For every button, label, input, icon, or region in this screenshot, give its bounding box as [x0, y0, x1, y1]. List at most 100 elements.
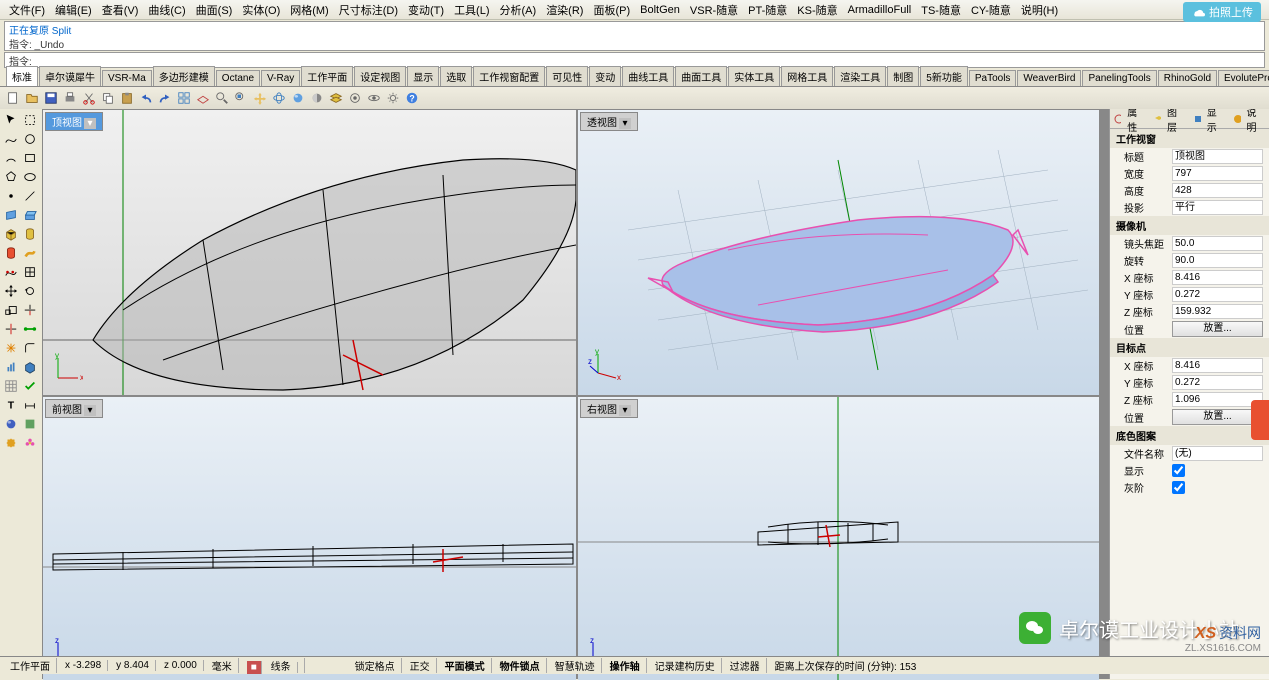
status-planar[interactable]: 平面模式 — [439, 658, 492, 673]
tab-drafting[interactable]: 制图 — [887, 66, 919, 86]
cplane-icon[interactable] — [194, 89, 212, 107]
menu-ts[interactable]: TS-随意 — [916, 0, 966, 20]
menu-dimension[interactable]: 尺寸标注(D) — [334, 0, 403, 20]
help-icon[interactable]: ? — [403, 89, 421, 107]
status-osnap[interactable]: 物件锁点 — [494, 658, 547, 673]
puzzle-tool-icon[interactable] — [2, 434, 20, 452]
layers-icon[interactable] — [327, 89, 345, 107]
menu-mesh[interactable]: 网格(M) — [285, 0, 334, 20]
cut-icon[interactable] — [80, 89, 98, 107]
tab-meshtool[interactable]: 网格工具 — [781, 66, 833, 86]
redo-icon[interactable] — [156, 89, 174, 107]
viewport-icon[interactable] — [175, 89, 193, 107]
chevron-down-icon[interactable]: ▾ — [619, 118, 631, 129]
check-tool-icon[interactable] — [21, 377, 39, 395]
rotate-tool-icon[interactable] — [21, 282, 39, 300]
props-value[interactable]: (无) — [1172, 446, 1263, 461]
props-value[interactable]: 50.0 — [1172, 236, 1263, 251]
move-tool-icon[interactable] — [2, 282, 20, 300]
menu-pt[interactable]: PT-随意 — [743, 0, 792, 20]
props-tab-help[interactable]: 说明 — [1229, 109, 1269, 138]
undo-icon[interactable] — [137, 89, 155, 107]
grid-tool-icon[interactable] — [2, 377, 20, 395]
props-value[interactable]: 159.932 — [1172, 304, 1263, 319]
render-icon[interactable] — [289, 89, 307, 107]
fillet-tool-icon[interactable] — [21, 339, 39, 357]
side-tab[interactable] — [1251, 400, 1269, 440]
upload-button[interactable]: 拍照上传 — [1183, 2, 1261, 22]
pointson-tool-icon[interactable] — [2, 263, 20, 281]
hide-icon[interactable] — [365, 89, 383, 107]
box2-tool-icon[interactable] — [21, 358, 39, 376]
menu-vsr[interactable]: VSR-随意 — [685, 0, 743, 20]
scale-tool-icon[interactable] — [2, 301, 20, 319]
menu-analyze[interactable]: 分析(A) — [495, 0, 542, 20]
flower-tool-icon[interactable] — [21, 434, 39, 452]
dimension-tool-icon[interactable] — [21, 396, 39, 414]
menu-tools[interactable]: 工具(L) — [449, 0, 494, 20]
tab-rendertool[interactable]: 渲染工具 — [834, 66, 886, 86]
props-value[interactable]: 8.416 — [1172, 358, 1263, 373]
zoom-icon[interactable] — [213, 89, 231, 107]
props-place-button[interactable]: 放置... — [1172, 321, 1263, 337]
point-tool-icon[interactable] — [2, 187, 20, 205]
analyze-tool-icon[interactable] — [2, 358, 20, 376]
props-value[interactable]: 平行 — [1172, 200, 1263, 215]
tab-patools[interactable]: PaTools — [969, 70, 1017, 86]
menu-edit[interactable]: 编辑(E) — [50, 0, 97, 20]
menu-curve[interactable]: 曲线(C) — [143, 0, 190, 20]
select-tool-icon[interactable] — [2, 111, 20, 129]
menu-file[interactable]: 文件(F) — [4, 0, 50, 20]
command-input[interactable] — [36, 55, 1260, 66]
menu-cy[interactable]: CY-随意 — [966, 0, 1016, 20]
tab-octane[interactable]: Octane — [216, 70, 260, 86]
menu-ks[interactable]: KS-随意 — [792, 0, 842, 20]
zoom-extents-icon[interactable] — [232, 89, 250, 107]
viewport-perspective[interactable]: 透视图▾ xyz — [578, 110, 1099, 395]
extrude-tool-icon[interactable] — [21, 206, 39, 224]
menu-surface[interactable]: 曲面(S) — [191, 0, 238, 20]
sphere-tool-icon[interactable] — [2, 415, 20, 433]
props-checkbox[interactable] — [1172, 481, 1185, 494]
menu-transform[interactable]: 变动(T) — [403, 0, 449, 20]
chevron-down-icon[interactable]: ▾ — [619, 405, 631, 416]
circle-tool-icon[interactable] — [21, 130, 39, 148]
menu-view[interactable]: 查看(V) — [97, 0, 144, 20]
tab-transform[interactable]: 变动 — [589, 66, 621, 86]
props-value[interactable]: 0.272 — [1172, 287, 1263, 302]
render2-tool-icon[interactable] — [21, 415, 39, 433]
arc-tool-icon[interactable] — [2, 149, 20, 167]
split-tool-icon[interactable] — [2, 320, 20, 338]
tab-weaverbird[interactable]: WeaverBird — [1017, 70, 1081, 86]
props-value[interactable]: 1.096 — [1172, 392, 1263, 407]
tab-cplane[interactable]: 工作平面 — [301, 66, 353, 86]
viewport-label-perspective[interactable]: 透视图▾ — [580, 112, 638, 131]
chevron-down-icon[interactable]: ▾ — [84, 118, 96, 129]
props-value[interactable]: 0.272 — [1172, 375, 1263, 390]
paste-icon[interactable] — [118, 89, 136, 107]
status-history[interactable]: 记录建构历史 — [649, 658, 722, 673]
status-smarttrack[interactable]: 智慧轨迹 — [549, 658, 602, 673]
text-tool-icon[interactable]: T — [2, 396, 20, 414]
tab-setview[interactable]: 设定视图 — [354, 66, 406, 86]
surface-tool-icon[interactable] — [2, 206, 20, 224]
props-value[interactable]: 428 — [1172, 183, 1263, 198]
tab-visibility[interactable]: 可见性 — [546, 66, 588, 86]
tab-rhinogold[interactable]: RhinoGold — [1158, 70, 1217, 86]
viewport-top[interactable]: 顶视图▾ xy — [43, 110, 576, 395]
menu-solid[interactable]: 实体(O) — [237, 0, 285, 20]
tab-standard[interactable]: 标准 — [6, 66, 38, 86]
props-checkbox[interactable] — [1172, 464, 1185, 477]
props-value[interactable]: 顶视图 — [1172, 149, 1263, 164]
line-tool-icon[interactable] — [21, 187, 39, 205]
menu-boltgen[interactable]: BoltGen — [635, 2, 685, 18]
cylinder-tool-icon[interactable] — [21, 225, 39, 243]
cylinder2-tool-icon[interactable] — [2, 244, 20, 262]
menu-panels[interactable]: 面板(P) — [588, 0, 635, 20]
tab-select[interactable]: 选取 — [440, 66, 472, 86]
status-gridsnap[interactable]: 锁定格点 — [349, 658, 402, 673]
status-cplane[interactable]: 工作平面 — [4, 658, 57, 673]
mesh-tool-icon[interactable] — [21, 263, 39, 281]
explode-tool-icon[interactable] — [2, 339, 20, 357]
status-gumball[interactable]: 操作轴 — [604, 658, 647, 673]
